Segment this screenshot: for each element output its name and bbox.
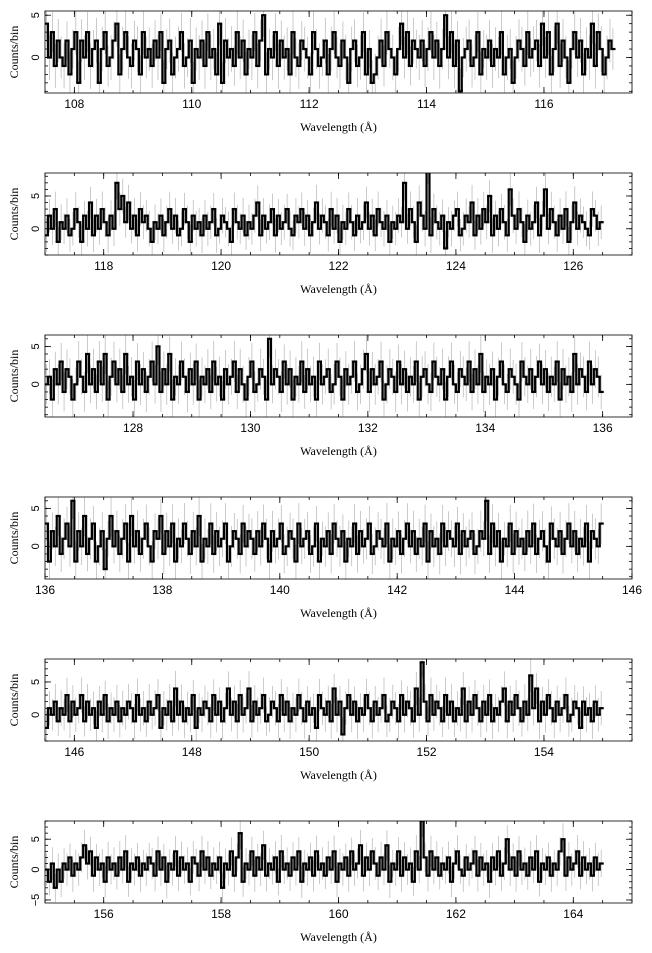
chart-panel-6: 156 158 160 162 164 −5 0 5 Wavelength (Å) Counts/… — [7, 820, 633, 944]
x-axis-title: Wavelength (Å) — [300, 120, 377, 134]
x-tick-label: 146 — [622, 583, 642, 597]
x-tick-label: 154 — [534, 745, 554, 759]
chart-panel-3: 128 130 132 134 136 0 5 Wavelength (Å) Counts/bi… — [7, 334, 633, 458]
x-tick-label: 122 — [328, 259, 348, 273]
x-tick-label: 156 — [94, 907, 114, 921]
plot-area — [45, 173, 604, 255]
plot-area — [45, 11, 616, 93]
x-tick-label: 134 — [475, 421, 495, 435]
chart-panel-5: 146 148 150 152 154 0 5 Wavelength (Å) Counts/bi… — [7, 658, 633, 782]
x-axis-title: Wavelength (Å) — [300, 768, 377, 782]
x-tick-label: 146 — [64, 745, 84, 759]
y-axis-title: Counts/bin — [7, 836, 21, 889]
y-tick-label: 5 — [30, 343, 42, 349]
x-tick-label: 110 — [182, 97, 201, 111]
x-axis-title: Wavelength (Å) — [300, 930, 377, 944]
x-tick-label: 124 — [446, 259, 466, 273]
x-axis-title: Wavelength (Å) — [300, 606, 377, 620]
x-tick-label: 126 — [563, 259, 583, 273]
data-series — [45, 499, 604, 571]
x-tick-label: 158 — [211, 907, 231, 921]
y-axis-title: Counts/bin — [7, 188, 21, 241]
chart-panel-4: 136 138 140 142 144 146 0 5 Wavelength (Å) Counts… — [7, 496, 642, 620]
y-tick-label: 0 — [30, 54, 42, 60]
x-tick-label: 120 — [211, 259, 231, 273]
x-tick-label: 138 — [152, 583, 172, 597]
x-tick-label: 140 — [270, 583, 290, 597]
y-axis-title: Counts/bin — [7, 674, 21, 727]
y-tick-label: 0 — [30, 543, 42, 549]
plot-area — [45, 335, 604, 417]
y-tick-label: −5 — [30, 894, 42, 907]
x-tick-label: 130 — [240, 421, 260, 435]
plot-area — [45, 659, 604, 741]
y-tick-label: 5 — [30, 12, 42, 18]
x-tick-label: 136 — [35, 583, 55, 597]
plot-area — [45, 821, 604, 903]
x-tick-label: 160 — [328, 907, 348, 921]
y-tick-label: 5 — [30, 505, 42, 511]
plot-area — [45, 497, 604, 579]
x-tick-label: 136 — [593, 421, 613, 435]
y-tick-label: 5 — [30, 836, 42, 842]
y-tick-label: 0 — [30, 867, 42, 873]
x-tick-label: 118 — [94, 259, 113, 273]
y-tick-label: 0 — [30, 381, 42, 387]
x-tick-label: 152 — [417, 745, 437, 759]
data-series — [45, 173, 604, 250]
y-axis-title: Counts/bin — [7, 512, 21, 565]
y-tick-label: 5 — [30, 679, 42, 685]
y-axis-title: Counts/bin — [7, 26, 21, 79]
x-axis-title: Wavelength (Å) — [300, 282, 377, 296]
x-axis-title: Wavelength (Å) — [300, 444, 377, 458]
x-tick-label: 116 — [534, 97, 553, 111]
data-series — [45, 661, 604, 736]
x-tick-label: 108 — [64, 97, 84, 111]
y-tick-label: 0 — [30, 712, 42, 718]
data-series — [45, 337, 604, 401]
y-axis-title: Counts/bin — [7, 350, 21, 403]
chart-panel-2: 118 120 122 124 126 0 5 Wavelength (Å) Counts/bi… — [7, 172, 633, 296]
x-tick-label: 162 — [446, 907, 466, 921]
y-tick-label: 0 — [30, 226, 42, 232]
chart-panel-1: 108 110 112 114 116 0 5 Wavelength (Å) Counts/bi… — [7, 10, 633, 134]
y-tick-label: 5 — [30, 193, 42, 199]
x-tick-label: 164 — [563, 907, 583, 921]
x-tick-label: 132 — [358, 421, 378, 435]
data-series — [45, 14, 616, 93]
x-tick-label: 114 — [417, 97, 436, 111]
x-tick-label: 150 — [299, 745, 319, 759]
x-tick-label: 148 — [182, 745, 202, 759]
x-tick-label: 142 — [387, 583, 407, 597]
data-series — [45, 821, 604, 889]
x-tick-label: 144 — [505, 583, 525, 597]
x-tick-label: 112 — [300, 97, 319, 111]
x-tick-label: 128 — [123, 421, 143, 435]
